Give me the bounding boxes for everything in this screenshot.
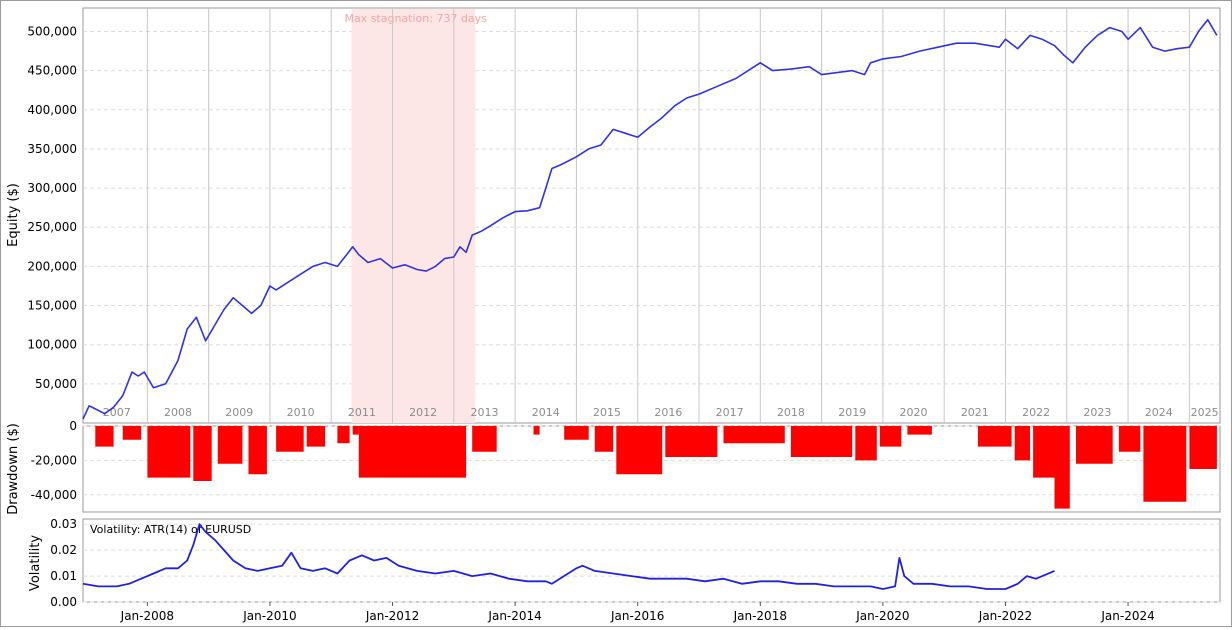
drawdown-bar — [1076, 426, 1113, 464]
year-label: 2012 — [409, 406, 437, 419]
year-label: 2016 — [654, 406, 682, 419]
equity-panel: 50,000 100,000 150,000 200,000 250,000 300,00… — [27, 7, 1221, 424]
x-tick-label: Jan-2012 — [365, 609, 419, 623]
equity-y-tick-label: 100,000 — [27, 338, 77, 352]
drawdown-y-tick-label: -20,000 — [31, 453, 77, 467]
year-label: 2013 — [470, 406, 498, 419]
volatility-panel: 0.00 0.01 0.02 0.03 Volatility: ATR(14) of E… — [50, 517, 1221, 623]
drawdown-bar — [616, 426, 663, 475]
equity-y-tick-label: 250,000 — [27, 220, 77, 234]
drawdown-bar — [1014, 426, 1030, 461]
drawdown-bar — [276, 426, 304, 452]
equity-y-tick-label: 350,000 — [27, 142, 77, 156]
volatility-line — [82, 523, 1055, 590]
x-tick-label: Jan-2018 — [733, 609, 787, 623]
equity-line — [82, 18, 1218, 420]
year-label: 2018 — [777, 406, 805, 419]
equity-y-tick-label: 300,000 — [27, 181, 77, 195]
drawdown-bar — [147, 426, 191, 478]
drawdown-bar — [879, 426, 902, 447]
drawdown-bar — [472, 426, 497, 452]
x-tick-label: Jan-2016 — [610, 609, 664, 623]
drawdown-bar — [665, 426, 718, 457]
year-label: 2017 — [716, 406, 744, 419]
drawdown-panel: 0 -20,000 -40,000 — [31, 419, 1221, 513]
drawdown-bar — [723, 426, 785, 444]
drawdown-bar — [337, 426, 350, 444]
equity-y-tick-label: 50,000 — [35, 377, 77, 391]
volatility-legend: Volatility: ATR(14) of EURUSD — [90, 523, 251, 536]
year-label: 2015 — [593, 406, 621, 419]
x-tick-label: Jan-2010 — [242, 609, 296, 623]
drawdown-bar — [217, 426, 243, 464]
x-tick-label: Jan-2008 — [120, 609, 174, 623]
equity-y-tick-label: 450,000 — [27, 64, 77, 78]
drawdown-bar — [594, 426, 614, 452]
drawdown-bar — [1033, 426, 1055, 478]
volatility-y-tick-label: 0.02 — [50, 543, 77, 557]
drawdown-bar — [306, 426, 326, 447]
x-tick-label: Jan-2024 — [1100, 609, 1154, 623]
year-label: 2020 — [900, 406, 928, 419]
drawdown-bar — [95, 426, 114, 447]
drawdown-bar — [1054, 426, 1070, 509]
x-tick-label: Jan-2020 — [855, 609, 909, 623]
year-label: 2019 — [838, 406, 866, 419]
stagnation-label: Max stagnation: 737 days — [344, 12, 487, 25]
volatility-axis-label: Volatility — [28, 535, 43, 591]
volatility-y-tick-label: 0.03 — [50, 517, 77, 531]
year-label: 2009 — [225, 406, 253, 419]
drawdown-y-tick-label: -40,000 — [31, 488, 77, 502]
x-tick-label: Jan-2022 — [978, 609, 1032, 623]
stagnation-band — [351, 9, 476, 423]
drawdown-bar — [1143, 426, 1187, 502]
drawdown-bar — [122, 426, 142, 440]
year-label: 2011 — [348, 406, 376, 419]
equity-y-tick-label: 400,000 — [27, 103, 77, 117]
equity-axis-label: Equity ($) — [6, 183, 21, 247]
year-label: 2023 — [1083, 406, 1111, 419]
drawdown-bar — [907, 426, 932, 435]
drawdown-bar — [533, 426, 540, 435]
year-label: 2021 — [961, 406, 989, 419]
volatility-y-tick-label: 0.01 — [50, 569, 77, 583]
year-label: 2022 — [1022, 406, 1050, 419]
equity-y-tick-label: 150,000 — [27, 299, 77, 313]
drawdown-bar — [352, 426, 359, 435]
drawdown-bar — [1189, 426, 1217, 469]
drawdown-bar — [358, 426, 467, 478]
volatility-y-tick-label: 0.00 — [50, 595, 77, 609]
drawdown-bar — [248, 426, 267, 475]
equity-plot-area — [82, 7, 1221, 424]
volatility-plot-area — [82, 518, 1221, 603]
x-tick-label: Jan-2014 — [487, 609, 541, 623]
year-label: 2014 — [532, 406, 560, 419]
year-label: 2008 — [164, 406, 192, 419]
drawdown-bar — [193, 426, 212, 481]
equity-y-tick-label: 500,000 — [27, 24, 77, 38]
equity-y-tick-label: 200,000 — [27, 259, 77, 273]
drawdown-bar — [855, 426, 877, 461]
drawdown-bar — [1118, 426, 1141, 452]
year-label: 2010 — [287, 406, 315, 419]
drawdown-bar — [790, 426, 853, 457]
year-label: 2024 — [1145, 406, 1173, 419]
drawdown-bar — [564, 426, 589, 440]
drawdown-axis-label: Drawdown ($) — [6, 423, 21, 515]
year-label: 2025 — [1191, 406, 1219, 419]
drawdown-y-tick-label: 0 — [69, 419, 77, 433]
drawdown-bar — [977, 426, 1012, 447]
